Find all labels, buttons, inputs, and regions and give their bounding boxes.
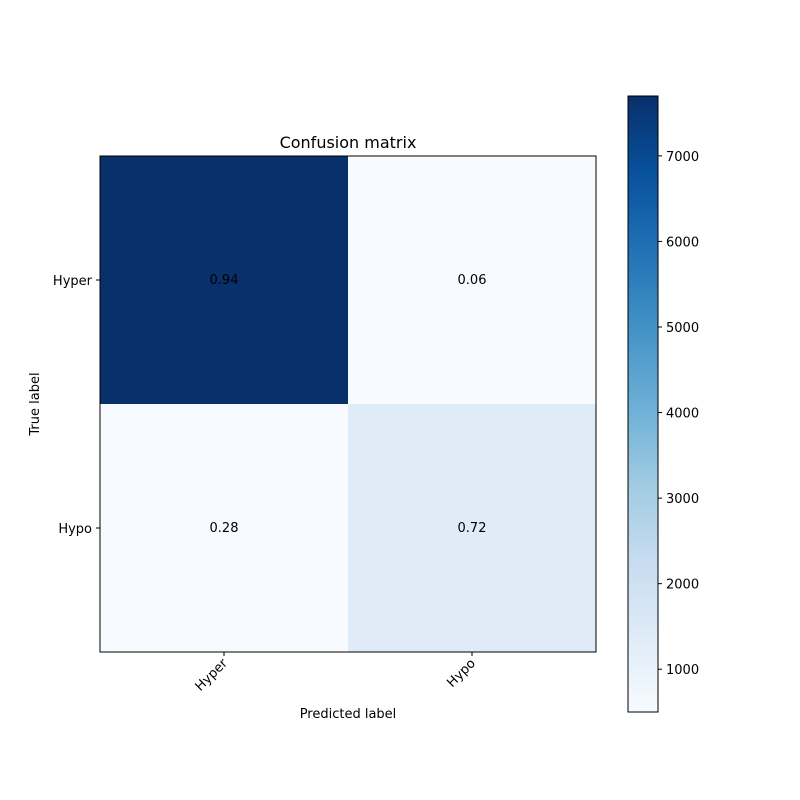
heatmap-cell	[100, 404, 348, 652]
colorbar-tick-label: 3000	[666, 492, 699, 507]
colorbar-tick-label: 6000	[666, 235, 699, 250]
heatmap-cell	[348, 404, 596, 652]
x-tick-label: Hyper	[193, 656, 232, 695]
colorbar	[627, 95, 659, 713]
heatmap-cell	[348, 156, 596, 404]
colorbar-tick-label: 2000	[666, 578, 699, 593]
heatmap-cell	[100, 156, 348, 404]
x-axis-label: Predicted label	[300, 707, 397, 722]
y-tick-label: Hypo	[58, 522, 92, 537]
y-tick-label: Hyper	[53, 274, 93, 289]
cell-value-label: 0.94	[210, 273, 239, 288]
colorbar-tick-label: 4000	[666, 407, 699, 422]
plot-frame	[99, 155, 597, 653]
colorbar-tick-label: 1000	[666, 663, 699, 678]
chart-title: Confusion matrix	[280, 133, 417, 152]
cell-value-label: 0.72	[458, 521, 487, 536]
cell-value-label: 0.28	[210, 521, 239, 536]
cell-value-label: 0.06	[458, 273, 487, 288]
colorbar-tick-label: 5000	[666, 321, 699, 336]
colorbar-tick-label: 7000	[666, 150, 699, 165]
y-axis-label: True label	[28, 372, 43, 436]
x-tick-label: Hypo	[444, 656, 478, 690]
